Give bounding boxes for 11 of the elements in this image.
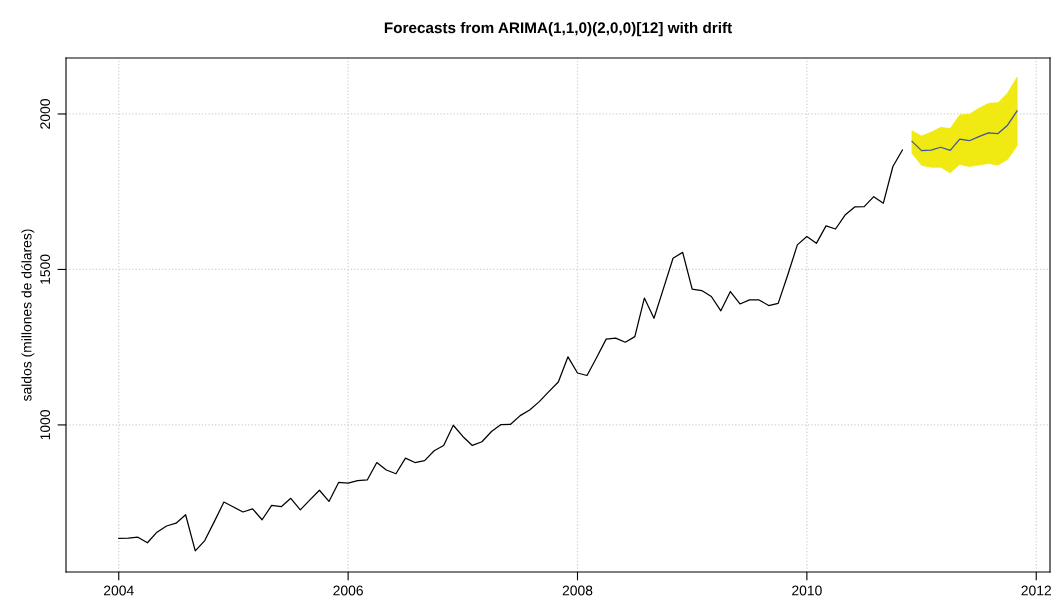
y-tick-label: 1000 [40, 410, 51, 440]
x-tick-label: 2008 [562, 585, 593, 596]
y-axis-title: saldos (millones de dólares) [21, 229, 35, 402]
chart-title: Forecasts from ARIMA(1,1,0)(2,0,0)[12] with drift [384, 21, 732, 37]
y-tick-label: 1500 [40, 254, 51, 284]
y-tick-label: 2000 [40, 99, 51, 129]
x-tick-label: 2012 [1021, 585, 1051, 596]
x-tick-label: 2010 [792, 585, 822, 596]
x-tick-label: 2006 [333, 585, 363, 596]
line-series [118, 149, 904, 552]
x-tick-label: 2004 [104, 585, 134, 596]
